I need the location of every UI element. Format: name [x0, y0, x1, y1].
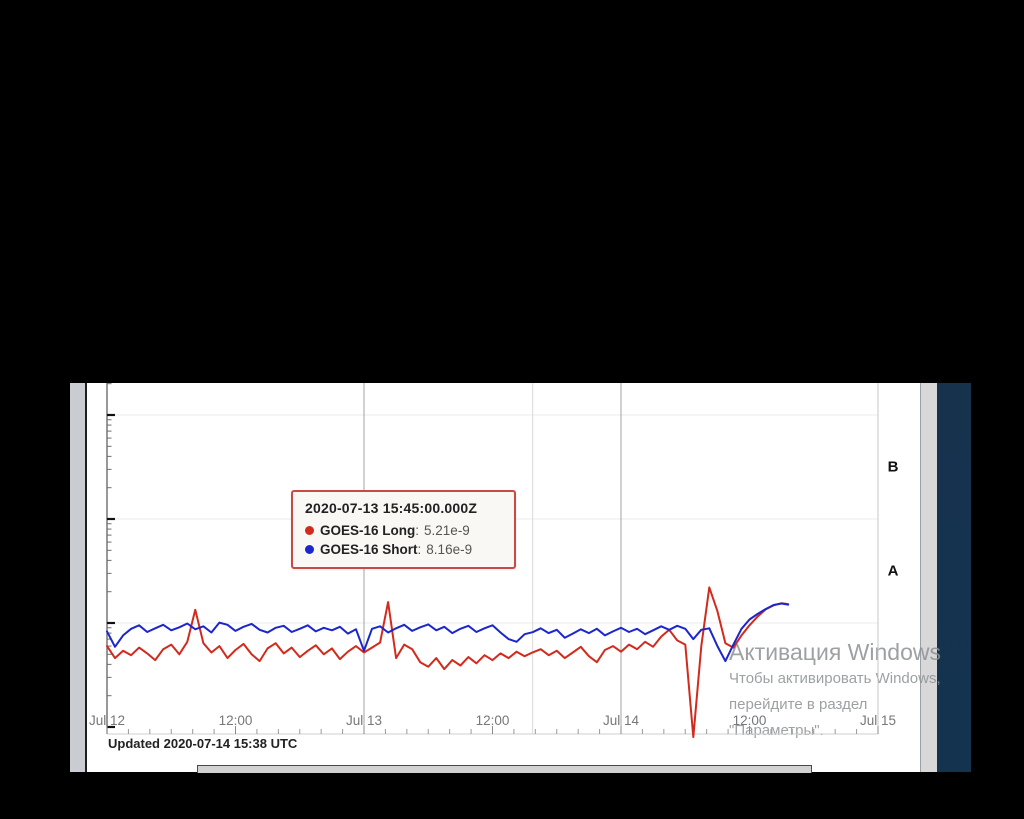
- tooltip-series-name: GOES-16 Long: [320, 523, 416, 538]
- long-series-dot-icon: [305, 526, 314, 535]
- tooltip-separator: :: [415, 523, 420, 538]
- updated-timestamp: Updated 2020-07-14 15:38 UTC: [108, 736, 298, 751]
- tooltip-row-short: GOES-16 Short: 8.16e-9: [305, 542, 502, 557]
- cropped-table-edge: [197, 765, 812, 773]
- left-scrollbar[interactable]: [70, 383, 87, 772]
- watermark-title: Активация Windows: [729, 639, 941, 665]
- short-series-dot-icon: [305, 545, 314, 554]
- tooltip-separator: :: [417, 542, 422, 557]
- tooltip-series-value: 8.16e-9: [426, 542, 473, 557]
- tooltip-series-name: GOES-16 Short: [320, 542, 418, 557]
- tooltip-series-value: 5.21e-9: [424, 523, 470, 538]
- tooltip-timestamp: 2020-07-13 15:45:00.000Z: [305, 500, 478, 516]
- watermark-line-3: перейдите в раздел: [729, 696, 868, 713]
- tooltip-row-long: GOES-16 Long: 5.21e-9: [305, 523, 502, 538]
- watermark-line-4: "Параметры".: [729, 722, 824, 739]
- watermark-line-2: Чтобы активировать Windows,: [729, 670, 941, 687]
- chart-tooltip: 2020-07-13 15:45:00.000Z GOES-16 Long: 5…: [291, 490, 516, 569]
- window-edge-strip: [937, 383, 971, 772]
- windows-activation-watermark: Активация Windows Чтобы активировать Win…: [729, 638, 941, 744]
- right-scrollbar[interactable]: [920, 383, 937, 772]
